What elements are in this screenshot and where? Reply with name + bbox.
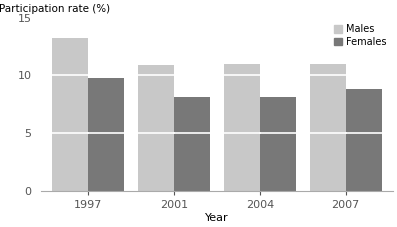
Bar bbox=[224, 64, 260, 191]
Bar bbox=[52, 38, 88, 191]
Bar bbox=[138, 65, 174, 191]
Bar bbox=[174, 97, 210, 191]
Bar bbox=[260, 97, 296, 191]
X-axis label: Year: Year bbox=[205, 213, 229, 223]
Bar bbox=[346, 89, 382, 191]
Text: Participation rate (%): Participation rate (%) bbox=[0, 4, 110, 14]
Bar bbox=[88, 78, 124, 191]
Legend: Males, Females: Males, Females bbox=[332, 22, 388, 49]
Bar bbox=[310, 64, 346, 191]
